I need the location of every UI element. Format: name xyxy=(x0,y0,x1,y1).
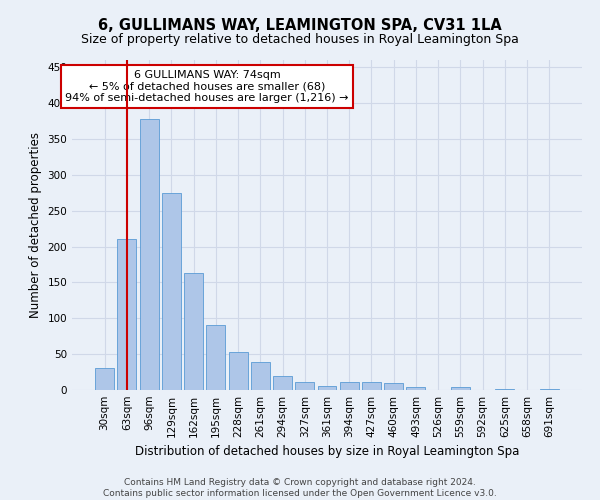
Text: Contains HM Land Registry data © Crown copyright and database right 2024.
Contai: Contains HM Land Registry data © Crown c… xyxy=(103,478,497,498)
Bar xyxy=(229,352,248,390)
Bar xyxy=(273,376,292,390)
Bar xyxy=(340,382,359,390)
Bar xyxy=(140,119,158,390)
Text: 6, GULLIMANS WAY, LEAMINGTON SPA, CV31 1LA: 6, GULLIMANS WAY, LEAMINGTON SPA, CV31 1… xyxy=(98,18,502,32)
Bar xyxy=(95,368,114,390)
Y-axis label: Number of detached properties: Number of detached properties xyxy=(29,132,42,318)
Text: Size of property relative to detached houses in Royal Leamington Spa: Size of property relative to detached ho… xyxy=(81,32,519,46)
Bar xyxy=(540,388,559,390)
Bar xyxy=(118,240,136,390)
Bar xyxy=(384,383,403,390)
X-axis label: Distribution of detached houses by size in Royal Leamington Spa: Distribution of detached houses by size … xyxy=(135,446,519,458)
Bar xyxy=(184,273,203,390)
Bar xyxy=(362,382,381,390)
Bar xyxy=(251,362,270,390)
Bar xyxy=(206,326,225,390)
Bar xyxy=(406,387,425,390)
Text: 6 GULLIMANS WAY: 74sqm
← 5% of detached houses are smaller (68)
94% of semi-deta: 6 GULLIMANS WAY: 74sqm ← 5% of detached … xyxy=(65,70,349,103)
Bar xyxy=(162,192,181,390)
Bar xyxy=(295,382,314,390)
Bar xyxy=(317,386,337,390)
Bar xyxy=(451,387,470,390)
